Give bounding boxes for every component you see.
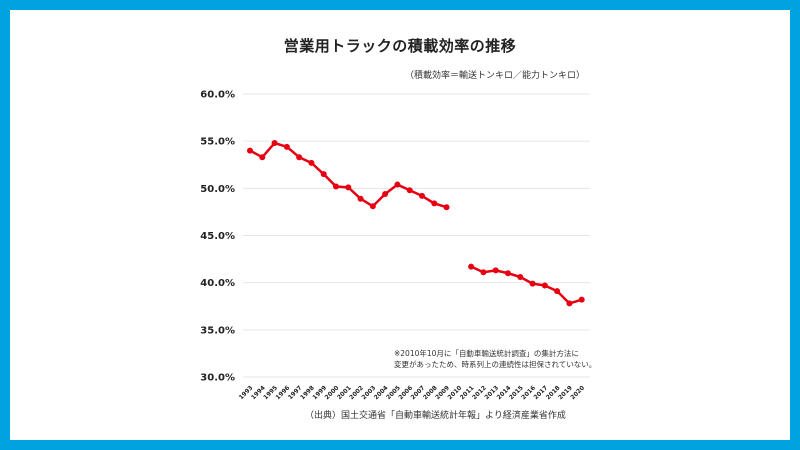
data-point — [357, 195, 364, 202]
data-point — [259, 154, 266, 161]
data-point — [247, 147, 253, 154]
y-axis-ticks: 60.0% 55.0% 50.0% 45.0% 40.0% 35.0% 30.0% — [200, 90, 235, 384]
data-point — [529, 280, 536, 287]
data-point — [554, 288, 561, 295]
series-lines — [249, 141, 583, 305]
chart-title: 営業用トラックの積載効率の推移 — [283, 37, 517, 55]
data-point — [271, 140, 278, 147]
slide-frame — [10, 10, 790, 440]
x-axis-ticks: 1993199419951996199719981999200020012002… — [238, 384, 586, 401]
y-tick-label: 30.0% — [200, 373, 235, 384]
data-point — [283, 143, 290, 150]
data-point — [492, 267, 499, 274]
annotation-line-2: 変更があったため、時系列上の連続性は担保されていない。 — [394, 360, 597, 369]
x-tick-label: 2020 — [569, 384, 586, 401]
y-tick-label: 60.0% — [200, 90, 235, 101]
data-point — [468, 263, 475, 270]
chart-annotation: ※2010年10月に「自動車輸送統計調査」の集計方法に 変更があったため、時系列… — [394, 348, 596, 370]
data-point — [504, 270, 511, 277]
data-point — [541, 282, 548, 289]
data-point — [320, 171, 327, 178]
data-point — [418, 192, 425, 199]
data-point — [443, 204, 450, 211]
y-tick-label: 55.0% — [200, 137, 235, 148]
chart-source: （出典）国土交通省「自動車輸送統計年報」より経済産業省作成 — [305, 411, 566, 421]
data-point — [480, 269, 487, 276]
grid-lines — [243, 93, 590, 378]
data-point — [308, 159, 315, 166]
y-tick-label: 40.0% — [200, 278, 235, 289]
data-point — [345, 184, 352, 191]
chart-subtitle: （積載効率＝輸送トンキロ／能力トンキロ） — [405, 71, 586, 81]
data-point — [406, 187, 413, 194]
data-point — [566, 300, 573, 307]
data-point — [332, 183, 339, 190]
data-point — [394, 181, 401, 188]
y-tick-label: 50.0% — [200, 184, 235, 195]
data-point — [517, 274, 524, 281]
y-tick-label: 35.0% — [200, 325, 235, 336]
data-point — [578, 296, 585, 303]
data-point — [296, 154, 303, 161]
annotation-line-1: ※2010年10月に「自動車輸送統計調査」の集計方法に — [394, 349, 579, 358]
data-point — [382, 190, 389, 197]
y-tick-label: 45.0% — [200, 231, 235, 242]
data-point — [431, 200, 438, 207]
series-line — [249, 141, 447, 209]
series-line — [470, 265, 583, 305]
series-points — [247, 140, 585, 307]
data-point — [369, 203, 376, 210]
